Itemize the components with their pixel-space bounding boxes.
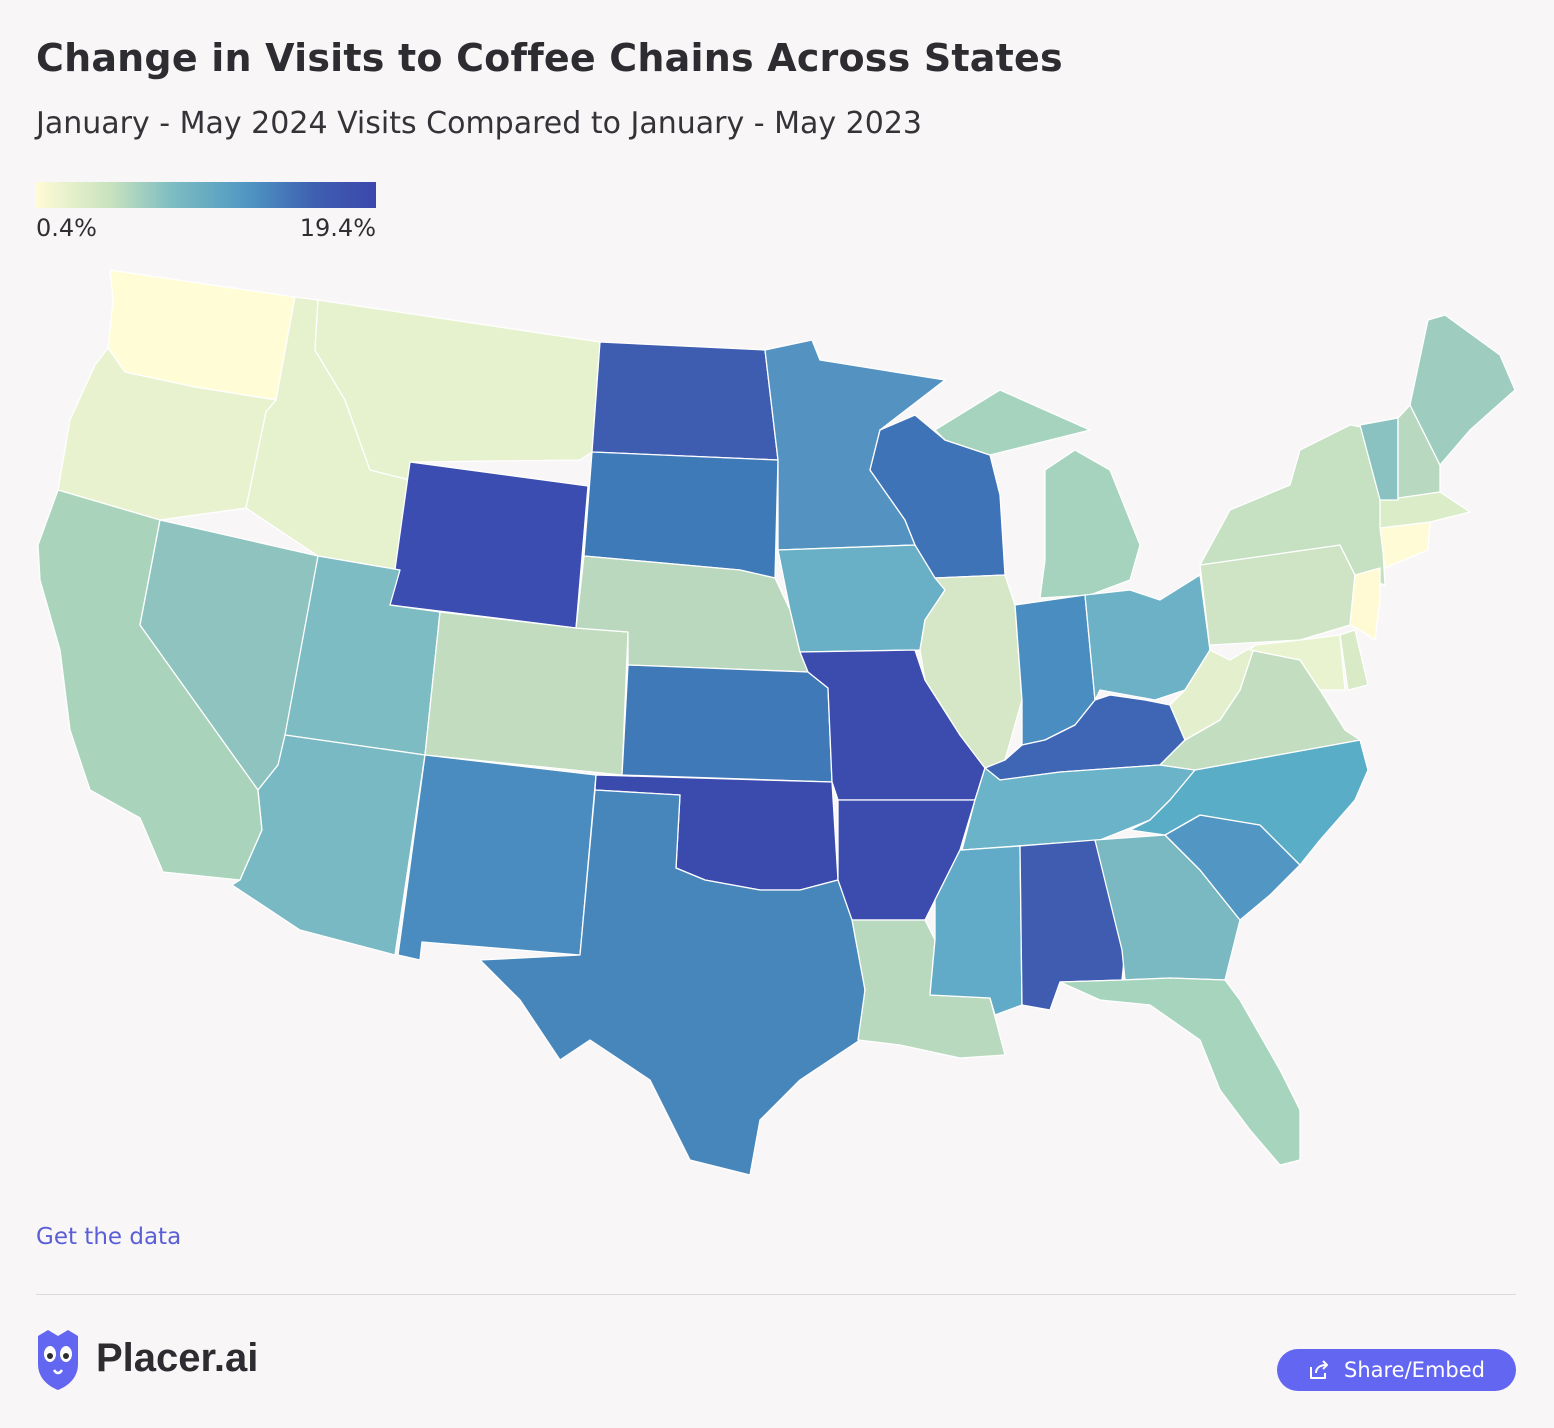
share-embed-button[interactable]: Share/Embed bbox=[1277, 1349, 1516, 1391]
state-connecticut[interactable] bbox=[1379, 521, 1431, 569]
get-the-data-link[interactable]: Get the data bbox=[36, 1224, 182, 1250]
owl-logo-icon bbox=[38, 1330, 78, 1390]
state-michigan[interactable] bbox=[934, 389, 1141, 599]
legend-max-label: 19.4% bbox=[299, 214, 376, 242]
state-north-carolina[interactable] bbox=[1129, 739, 1369, 866]
state-colorado[interactable] bbox=[424, 611, 629, 776]
chart-subtitle: January - May 2024 Visits Compared to Ja… bbox=[36, 106, 923, 141]
state-vermont[interactable] bbox=[1359, 417, 1399, 501]
state-florida[interactable] bbox=[1059, 977, 1301, 1166]
state-delaware[interactable] bbox=[1339, 629, 1369, 691]
state-new-hampshire[interactable] bbox=[1397, 404, 1441, 499]
state-arizona[interactable] bbox=[231, 734, 426, 956]
state-kansas[interactable] bbox=[621, 664, 833, 783]
state-louisiana[interactable] bbox=[851, 919, 1006, 1059]
share-embed-label: Share/Embed bbox=[1344, 1358, 1485, 1382]
share-icon bbox=[1310, 1360, 1328, 1379]
state-new-jersey[interactable] bbox=[1349, 567, 1381, 641]
legend-gradient-bar bbox=[36, 182, 376, 208]
us-states-map bbox=[37, 269, 1516, 1176]
state-illinois[interactable] bbox=[919, 574, 1023, 769]
brand-logo[interactable]: Placer.ai bbox=[34, 1326, 258, 1390]
color-legend: 0.4% 19.4% bbox=[36, 182, 376, 242]
state-north-dakota[interactable] bbox=[591, 341, 779, 461]
state-new-mexico[interactable] bbox=[397, 754, 597, 961]
footer-divider bbox=[36, 1294, 1516, 1295]
state-maryland[interactable] bbox=[1249, 634, 1346, 691]
legend-min-label: 0.4% bbox=[36, 214, 97, 242]
chart-title: Change in Visits to Coffee Chains Across… bbox=[36, 36, 1063, 80]
state-wyoming[interactable] bbox=[389, 461, 589, 629]
brand-name: Placer.ai bbox=[96, 1335, 259, 1380]
state-texas[interactable] bbox=[479, 789, 866, 1176]
state-iowa[interactable] bbox=[777, 544, 946, 653]
state-maine[interactable] bbox=[1409, 314, 1516, 466]
